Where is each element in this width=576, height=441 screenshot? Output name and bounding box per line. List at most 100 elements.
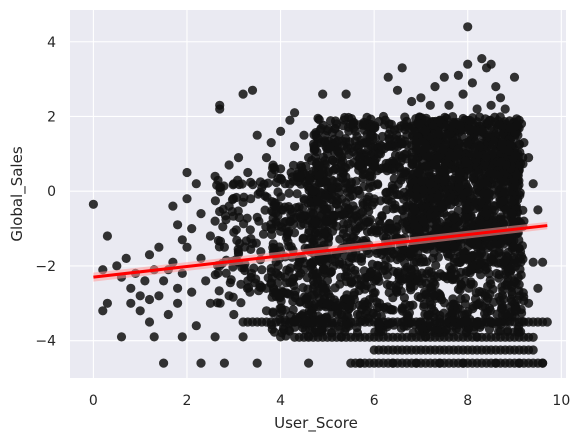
data-point <box>261 153 272 163</box>
data-point <box>375 164 385 174</box>
data-point <box>247 85 258 95</box>
data-point <box>497 290 508 300</box>
data-point <box>173 298 183 308</box>
data-point <box>538 257 548 267</box>
data-point <box>528 257 538 267</box>
data-point <box>215 182 225 193</box>
data-point <box>472 104 482 114</box>
data-point <box>510 150 520 160</box>
data-point <box>218 222 228 232</box>
y-tick-label: −2 <box>35 259 56 275</box>
data-point <box>454 183 464 193</box>
data-point <box>465 115 475 126</box>
data-point <box>490 201 500 211</box>
data-point <box>388 358 398 368</box>
data-point <box>538 358 548 368</box>
data-point <box>121 253 131 263</box>
data-point <box>486 255 496 265</box>
data-point <box>311 269 321 279</box>
data-point <box>368 142 378 152</box>
data-point <box>349 290 359 300</box>
x-tick-label: 10 <box>552 393 570 409</box>
data-point <box>508 242 519 252</box>
data-point <box>352 309 363 319</box>
data-point <box>435 217 445 227</box>
data-point <box>238 89 248 99</box>
data-point <box>466 277 476 287</box>
data-point <box>508 216 518 227</box>
data-point <box>433 252 443 262</box>
data-point <box>362 306 372 316</box>
data-point <box>308 186 318 196</box>
data-point <box>210 270 220 280</box>
x-tick-label: 2 <box>183 393 192 409</box>
data-point <box>341 145 351 155</box>
data-point <box>435 115 445 125</box>
data-point <box>299 219 309 229</box>
data-point <box>344 257 354 267</box>
data-point <box>429 197 439 207</box>
data-point <box>416 257 426 267</box>
data-point <box>215 104 225 114</box>
data-point <box>443 217 453 227</box>
data-point <box>262 192 272 202</box>
data-point <box>489 185 499 195</box>
data-point <box>285 115 295 125</box>
data-point <box>513 130 523 140</box>
data-point <box>308 209 318 219</box>
data-point <box>410 205 420 215</box>
data-point <box>154 242 164 252</box>
data-point <box>482 220 492 230</box>
data-point <box>418 137 428 147</box>
data-point <box>310 217 320 227</box>
data-point <box>399 168 409 178</box>
data-point <box>300 325 310 335</box>
data-point <box>421 161 431 171</box>
data-point <box>392 85 403 95</box>
data-point <box>503 146 514 156</box>
data-point <box>345 137 355 147</box>
data-point <box>308 283 318 293</box>
data-point <box>496 157 506 167</box>
data-point <box>463 22 473 32</box>
data-point <box>215 298 225 308</box>
data-point <box>435 358 445 368</box>
data-point <box>318 282 328 292</box>
data-point <box>413 292 423 302</box>
data-point <box>415 119 425 129</box>
data-point <box>284 188 294 198</box>
data-point <box>383 72 393 82</box>
data-point <box>506 287 517 297</box>
data-point <box>234 212 244 223</box>
data-point <box>407 96 417 107</box>
data-point <box>425 100 435 110</box>
data-point <box>294 171 304 181</box>
data-point <box>396 139 406 149</box>
data-point <box>332 300 343 310</box>
data-point <box>453 284 463 294</box>
data-point <box>135 291 145 301</box>
data-point <box>299 265 309 275</box>
data-point <box>430 280 440 290</box>
data-point <box>271 201 281 211</box>
data-point <box>484 168 494 178</box>
data-point <box>505 123 515 133</box>
data-point <box>419 299 429 309</box>
data-point <box>182 242 192 252</box>
data-point <box>418 185 428 195</box>
data-point <box>233 153 244 163</box>
data-point <box>173 283 183 293</box>
data-point <box>411 358 421 368</box>
data-point <box>345 159 355 169</box>
data-point <box>458 358 468 368</box>
data-point <box>232 235 242 245</box>
data-point <box>385 253 396 263</box>
data-point <box>424 151 434 161</box>
data-point <box>126 283 136 293</box>
data-point <box>485 115 495 125</box>
data-point <box>497 182 507 193</box>
regression-line <box>93 224 548 279</box>
data-point <box>168 201 178 211</box>
data-point <box>308 166 318 176</box>
